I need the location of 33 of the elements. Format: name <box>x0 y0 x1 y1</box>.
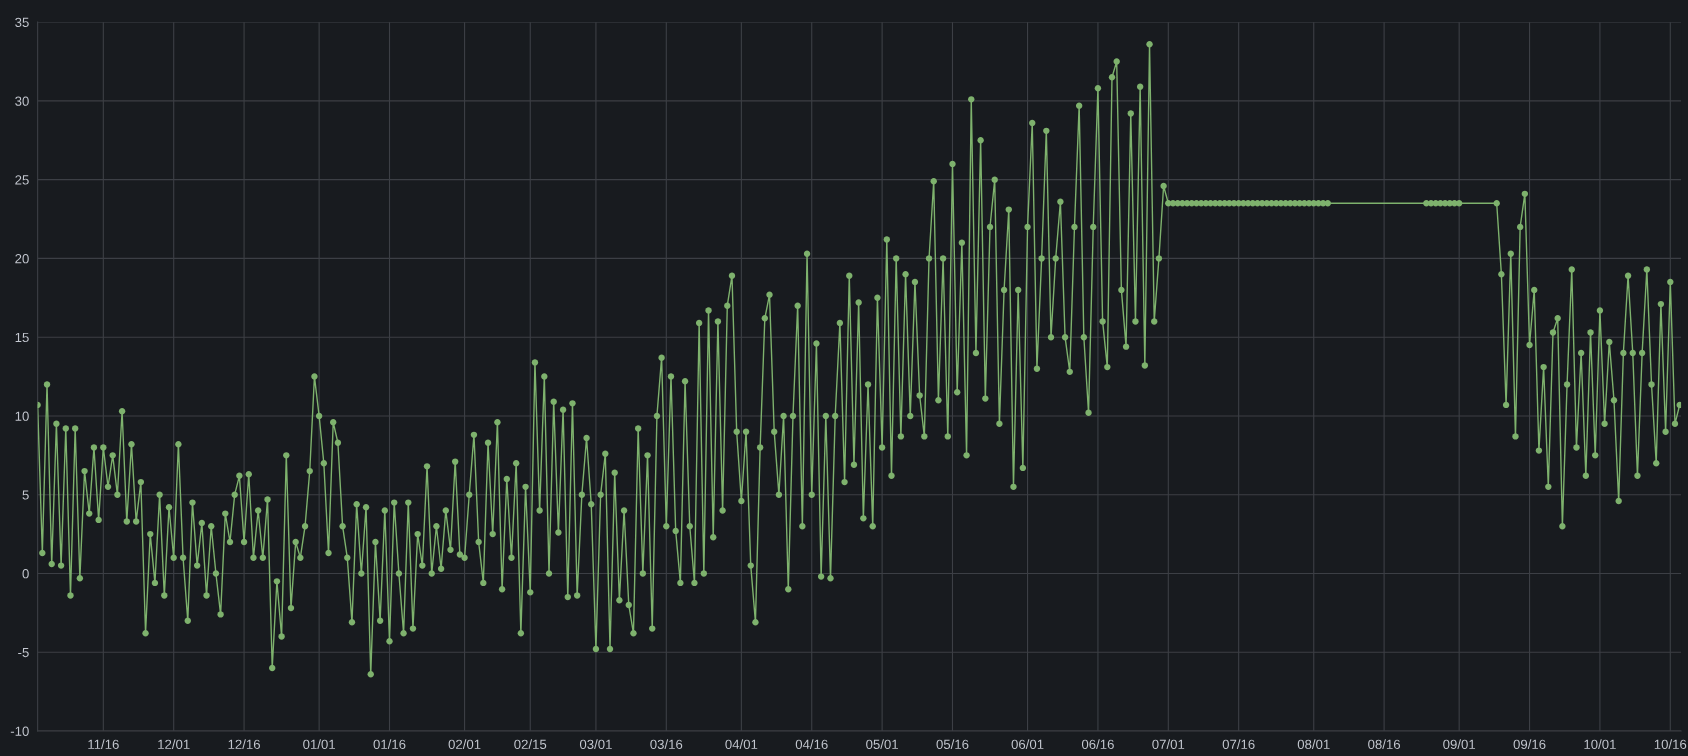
x-tick-label: 11/16 <box>88 739 119 749</box>
x-tick-label: 12/01 <box>158 739 190 749</box>
x-tick-label: 06/01 <box>1011 739 1044 749</box>
x-tick-label: 10/16 <box>1654 739 1687 749</box>
x-tick-label: 05/16 <box>936 739 969 749</box>
y-tick-label: 0 <box>22 569 29 579</box>
y-tick-label: -5 <box>18 647 29 658</box>
y-tick-label: 10 <box>15 411 29 421</box>
x-tick-label: 07/16 <box>1222 739 1255 749</box>
x-tick-label: 07/01 <box>1152 739 1185 749</box>
x-tick-label: 03/16 <box>650 739 683 749</box>
x-tick-label: 05/01 <box>866 739 898 749</box>
y-tick-label: 5 <box>22 490 29 500</box>
x-tick-label: 01/01 <box>303 739 335 749</box>
y-tick-label: -10 <box>10 726 29 736</box>
y-tick-label: 30 <box>15 96 29 106</box>
x-tick-label: 06/16 <box>1081 739 1114 749</box>
x-tick-label: 01/16 <box>373 739 406 749</box>
y-tick-label: 25 <box>15 175 29 185</box>
y-tick-label: 35 <box>15 17 29 28</box>
x-tick-label: 12/16 <box>228 739 260 749</box>
x-tick-label: 09/16 <box>1513 739 1546 749</box>
x-tick-label: 10/01 <box>1584 739 1616 749</box>
x-tick-label: 08/16 <box>1368 739 1401 749</box>
x-tick-label: 03/01 <box>579 739 612 749</box>
x-tick-label: 04/01 <box>725 739 758 749</box>
x-tick-label: 02/01 <box>448 739 481 749</box>
x-tick-label: 09/01 <box>1443 739 1476 749</box>
y-tick-label: 15 <box>15 332 29 343</box>
x-tick-label: 04/16 <box>795 739 828 749</box>
x-tick-label: 08/01 <box>1297 739 1330 749</box>
y-tick-label: 20 <box>15 253 29 264</box>
x-tick-label: 02/15 <box>514 739 547 749</box>
